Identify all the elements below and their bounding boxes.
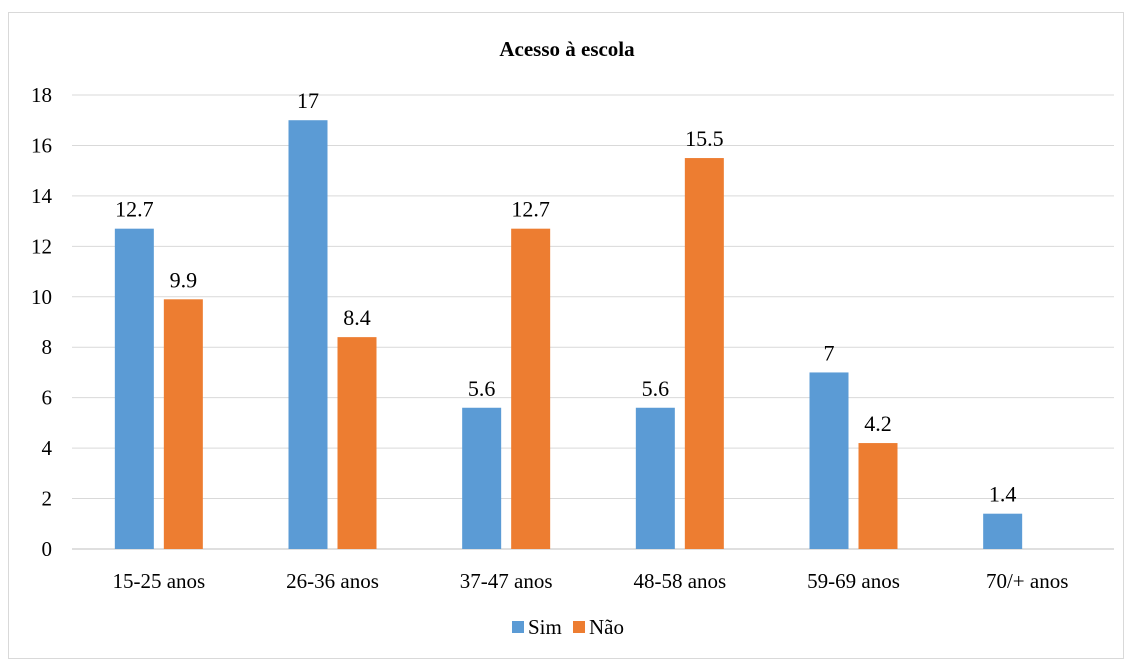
gridlines: [72, 94, 1114, 550]
y-tick-label: 8: [42, 335, 53, 359]
bar-não: [163, 299, 203, 549]
data-label: 17: [297, 88, 319, 113]
data-label: 1.4: [989, 482, 1017, 507]
y-tick-label: 4: [42, 436, 53, 460]
data-label: 12.7: [511, 197, 550, 222]
y-tick-label: 16: [31, 133, 52, 157]
x-tick-label: 59-69 anos: [807, 569, 900, 593]
bars: [114, 120, 1023, 550]
chart-title: Acesso à escola: [499, 37, 635, 61]
legend-label: Sim: [528, 615, 562, 639]
bar-sim: [288, 120, 328, 549]
legend: Sim Não: [512, 615, 624, 639]
y-axis: 0 2 4 6 8 10 12 14 16 18: [31, 83, 53, 561]
y-tick-label: 12: [31, 234, 52, 258]
y-tick-label: 10: [31, 285, 52, 309]
data-label: 9.9: [170, 267, 198, 292]
bar-sim: [635, 407, 675, 549]
x-tick-label: 37-47 anos: [460, 569, 553, 593]
data-labels: 12.7 9.9 17 8.4 5.6 12.7 5.6 15.5 7 4.2 1.4: [115, 88, 1016, 506]
data-label: 12.7: [115, 197, 154, 222]
legend-swatch-sim: [512, 621, 524, 633]
bar-não: [858, 443, 898, 549]
bar-não: [511, 228, 551, 549]
data-label: 7: [824, 340, 835, 365]
y-tick-label: 14: [31, 184, 53, 208]
data-label: 5.6: [468, 376, 496, 401]
bar-sim: [983, 513, 1023, 549]
bar-não: [337, 337, 377, 549]
data-label: 4.2: [864, 411, 892, 436]
bar-sim: [809, 372, 849, 549]
x-tick-label: 70/+ anos: [986, 569, 1068, 593]
legend-label: Não: [589, 615, 624, 639]
y-tick-label: 0: [42, 537, 53, 561]
y-tick-label: 6: [42, 386, 53, 410]
bar-sim: [462, 407, 502, 549]
data-label: 15.5: [685, 126, 724, 151]
y-tick-label: 2: [42, 487, 53, 511]
x-tick-label: 15-25 anos: [112, 569, 205, 593]
data-label: 5.6: [642, 376, 670, 401]
x-tick-label: 26-36 anos: [286, 569, 379, 593]
data-label: 8.4: [343, 305, 371, 330]
x-axis: 15-25 anos 26-36 anos 37-47 anos 48-58 anos…: [112, 569, 1068, 593]
bar-sim: [114, 228, 154, 549]
bar-não: [684, 158, 724, 550]
legend-swatch-não: [573, 621, 585, 633]
x-tick-label: 48-58 anos: [633, 569, 726, 593]
y-tick-label: 18: [31, 83, 52, 107]
